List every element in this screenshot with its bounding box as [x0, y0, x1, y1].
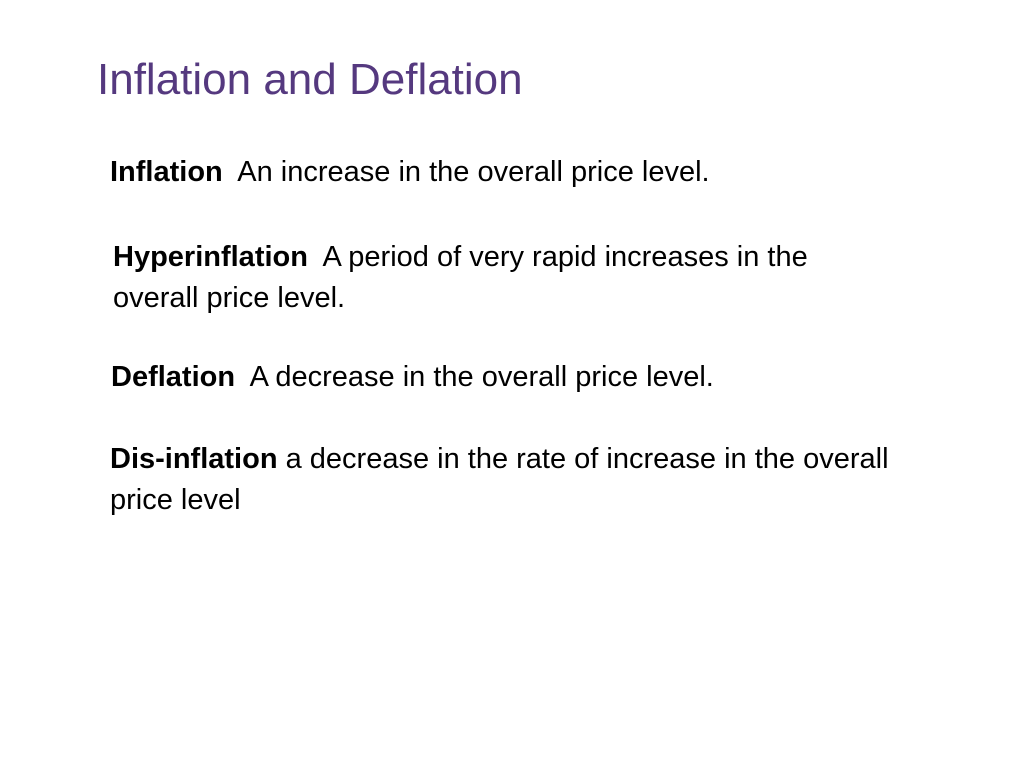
term-separator [308, 241, 323, 273]
definition-text: a decrease in the rate of increase in th… [110, 443, 889, 516]
definition-disinflation: Dis-inflation a decrease in the rate of … [110, 439, 890, 521]
definition-term: Hyperinflation [113, 241, 308, 273]
definition-text: An increase in the overall price level. [237, 156, 710, 188]
term-separator [223, 156, 238, 188]
term-separator [235, 361, 250, 393]
definition-term: Dis-inflation [110, 443, 278, 475]
definition-term: Inflation [110, 156, 223, 188]
definition-text: A period of very rapid increases in the … [113, 241, 808, 314]
definition-hyperinflation: Hyperinflation A period of very rapid in… [113, 237, 893, 319]
definition-text: A decrease in the overall price level. [249, 361, 714, 393]
definition-inflation: Inflation An increase in the overall pri… [110, 152, 890, 193]
definition-term: Deflation [111, 361, 236, 393]
definition-deflation: Deflation A decrease in the overall pric… [111, 357, 891, 398]
term-separator [278, 443, 286, 475]
slide-title: Inflation and Deflation [97, 55, 523, 104]
